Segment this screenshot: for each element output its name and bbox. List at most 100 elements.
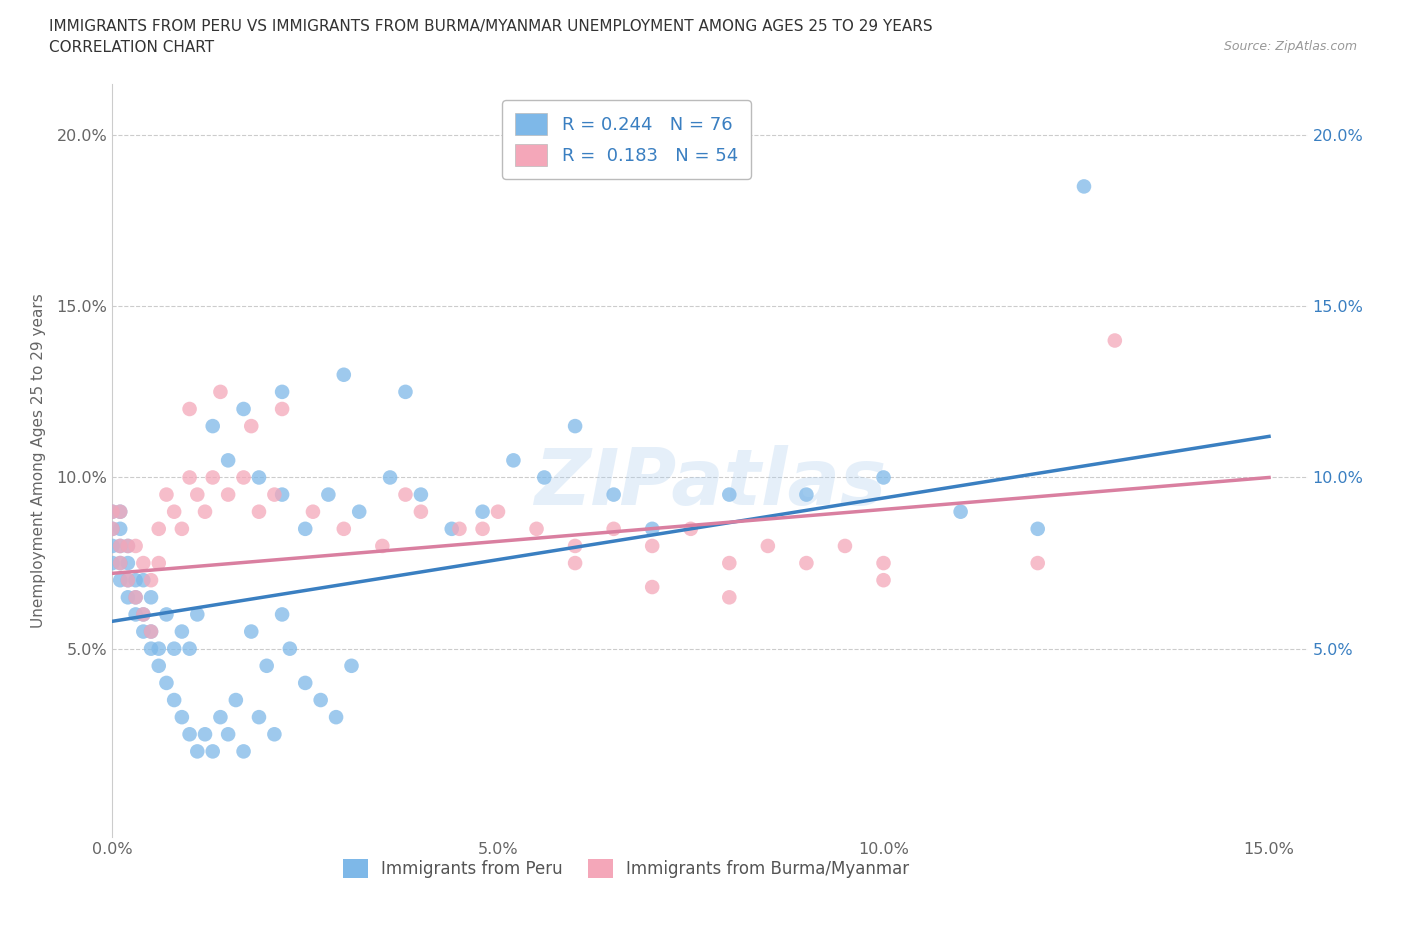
Point (148, 522, 170, 537)
Point (124, 590, 146, 604)
Point (163, 693, 186, 708)
Point (564, 418, 586, 433)
Point (371, 538, 394, 553)
Point (132, 555, 155, 570)
Point (108, 573, 131, 588)
Point (101, 555, 124, 570)
Point (148, 642, 170, 657)
Point (271, 607, 294, 622)
Point (872, 470, 894, 485)
Point (1073, 179, 1095, 193)
Point (101, 522, 124, 537)
Point (1026, 522, 1049, 537)
Point (641, 522, 664, 537)
Point (471, 522, 494, 537)
Point (271, 384, 294, 399)
Point (170, 710, 193, 724)
Point (440, 522, 463, 537)
Point (533, 470, 555, 485)
Point (679, 522, 702, 537)
Point (132, 573, 155, 588)
Point (333, 522, 356, 537)
Point (564, 538, 586, 553)
Point (194, 727, 217, 742)
Point (641, 538, 664, 553)
Point (117, 590, 139, 604)
Point (179, 642, 201, 657)
Point (449, 522, 471, 537)
Point (139, 590, 162, 604)
Point (170, 522, 193, 537)
Point (602, 487, 624, 502)
Point (347, 504, 370, 519)
Point (247, 470, 270, 485)
Text: CORRELATION CHART: CORRELATION CHART (49, 40, 214, 55)
Point (132, 607, 155, 622)
Point (108, 555, 131, 570)
Point (148, 555, 170, 570)
Point (718, 590, 741, 604)
Point (170, 624, 193, 639)
Point (225, 693, 247, 708)
Point (602, 522, 624, 537)
Point (124, 538, 146, 553)
Point (872, 555, 894, 570)
Point (155, 487, 177, 502)
Point (872, 573, 894, 588)
Point (201, 744, 224, 759)
Point (333, 367, 356, 382)
Point (718, 487, 741, 502)
Y-axis label: Unemployment Among Ages 25 to 29 years: Unemployment Among Ages 25 to 29 years (31, 293, 45, 628)
Point (201, 470, 224, 485)
Point (263, 727, 285, 742)
Point (302, 504, 325, 519)
Point (232, 470, 254, 485)
Point (101, 504, 124, 519)
Point (564, 555, 586, 570)
Point (179, 470, 201, 485)
Point (325, 710, 347, 724)
Point (101, 504, 124, 519)
Point (278, 642, 301, 657)
Point (132, 624, 155, 639)
Point (502, 453, 524, 468)
Point (209, 384, 232, 399)
Point (117, 573, 139, 588)
Point (718, 555, 741, 570)
Point (148, 658, 170, 673)
Point (124, 607, 146, 622)
Point (294, 675, 316, 690)
Point (526, 522, 548, 537)
Point (318, 487, 340, 502)
Point (139, 573, 162, 588)
Point (486, 504, 509, 519)
Point (294, 522, 316, 537)
Text: ZIPatlas: ZIPatlas (534, 445, 886, 521)
Legend: Immigrants from Peru, Immigrants from Burma/Myanmar: Immigrants from Peru, Immigrants from Bu… (336, 853, 917, 885)
Point (124, 573, 146, 588)
Point (834, 538, 856, 553)
Point (179, 727, 201, 742)
Text: Source: ZipAtlas.com: Source: ZipAtlas.com (1223, 40, 1357, 53)
Point (217, 453, 239, 468)
Point (201, 418, 224, 433)
Point (256, 658, 278, 673)
Point (155, 607, 177, 622)
Point (139, 624, 162, 639)
Point (117, 555, 139, 570)
Point (409, 504, 432, 519)
Point (186, 487, 208, 502)
Point (217, 487, 239, 502)
Point (108, 555, 131, 570)
Point (217, 727, 239, 742)
Point (232, 402, 254, 417)
Point (117, 538, 139, 553)
Point (949, 504, 972, 519)
Point (232, 744, 254, 759)
Point (641, 579, 664, 594)
Point (240, 418, 263, 433)
Point (263, 487, 285, 502)
Point (209, 710, 232, 724)
Point (163, 504, 186, 519)
Text: IMMIGRANTS FROM PERU VS IMMIGRANTS FROM BURMA/MYANMAR UNEMPLOYMENT AMONG AGES 25: IMMIGRANTS FROM PERU VS IMMIGRANTS FROM … (49, 19, 932, 33)
